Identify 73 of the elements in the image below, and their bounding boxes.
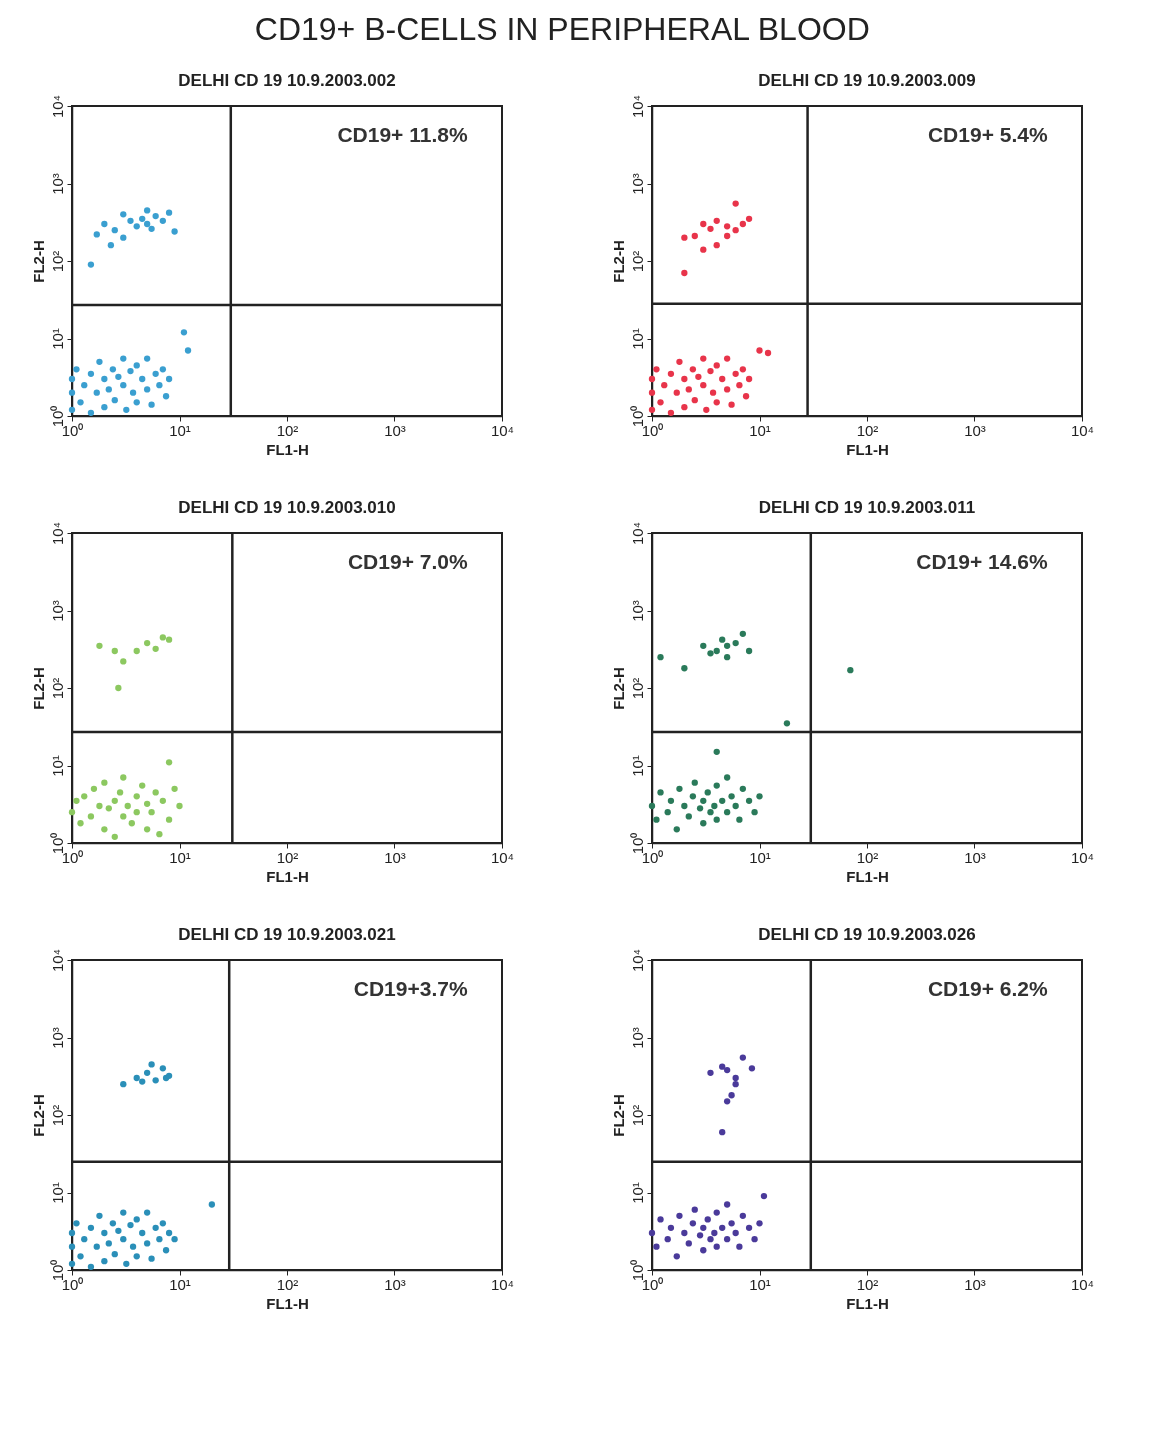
y-tick-label: 10¹ xyxy=(628,1182,646,1204)
y-tick-label: 10³ xyxy=(628,600,646,622)
chart-title: DELHI CD 19 10.9.2003.026 xyxy=(758,925,976,945)
chart-title: DELHI CD 19 10.9.2003.021 xyxy=(178,925,396,945)
x-tick-label: 10⁴ xyxy=(490,421,515,439)
y-tick-label: 10⁴ xyxy=(48,521,66,546)
y-axis-title: FL2-H xyxy=(609,667,627,710)
text: CD19+ B-CELLS IN PERIPHERAL BLOOD xyxy=(254,11,870,48)
y-tick-label: 10³ xyxy=(628,1027,646,1049)
x-tick-label: 10¹ xyxy=(749,421,771,439)
chart-title: DELHI CD 19 10.9.2003.010 xyxy=(178,498,396,518)
x-tick-label: 10⁴ xyxy=(1070,421,1095,439)
x-axis-title: FL1-H xyxy=(266,440,309,458)
y-tick-label: 10¹ xyxy=(48,1182,66,1204)
y-tick-label: 10³ xyxy=(48,600,66,622)
x-tick-label: 10⁴ xyxy=(490,1275,515,1293)
y-tick-label: 10¹ xyxy=(48,755,66,777)
y-tick-label: 10³ xyxy=(628,173,646,195)
x-axis-title: FL1-H xyxy=(846,867,889,885)
x-tick-label: 10³ xyxy=(964,421,986,439)
y-tick-label: 10¹ xyxy=(628,328,646,350)
x-tick-label: 10⁴ xyxy=(490,848,515,866)
annotation: CD19+ 5.4% xyxy=(927,123,1048,146)
y-tick-label: 10⁴ xyxy=(48,94,66,119)
annotation: CD19+ 11.8% xyxy=(337,123,468,146)
y-axis-title: FL2-H xyxy=(29,240,47,283)
x-axis-title: FL1-H xyxy=(846,440,889,458)
y-tick-label: 10² xyxy=(48,250,66,273)
y-tick-label: 10⁴ xyxy=(628,948,646,973)
x-tick-label: 10³ xyxy=(964,1275,986,1293)
y-axis-title: FL2-H xyxy=(609,1094,627,1137)
y-tick-label: 10² xyxy=(48,677,66,700)
x-axis-title: FL1-H xyxy=(846,1294,889,1312)
x-tick-label: 10¹ xyxy=(169,848,191,866)
x-tick-label: 10² xyxy=(276,1275,299,1293)
x-tick-label: 10² xyxy=(856,421,879,439)
x-tick-label: 10¹ xyxy=(169,421,191,439)
y-tick-label: 10⁴ xyxy=(628,521,646,546)
y-axis-title: FL2-H xyxy=(29,1094,47,1137)
x-tick-label: 10³ xyxy=(964,848,986,866)
x-tick-label: 10⁴ xyxy=(1070,1275,1095,1293)
x-tick-label: 10³ xyxy=(384,848,406,866)
x-tick-label: 10² xyxy=(856,848,879,866)
x-tick-label: 10¹ xyxy=(749,1275,771,1293)
x-tick-label: 10¹ xyxy=(169,1275,191,1293)
x-tick-label: 10⁴ xyxy=(1070,848,1095,866)
x-tick-label: 10² xyxy=(856,1275,879,1293)
y-tick-label: 10² xyxy=(628,250,646,273)
x-tick-label: 10³ xyxy=(384,1275,406,1293)
y-tick-label: 10⁴ xyxy=(48,948,66,973)
y-tick-label: 10² xyxy=(628,677,646,700)
x-tick-label: 10² xyxy=(276,421,299,439)
x-tick-label: 10² xyxy=(276,848,299,866)
y-axis-title: FL2-H xyxy=(609,240,627,283)
y-tick-label: 10¹ xyxy=(628,755,646,777)
y-axis-title: FL2-H xyxy=(29,667,47,710)
x-tick-label: 10³ xyxy=(384,421,406,439)
x-tick-label: 10¹ xyxy=(749,848,771,866)
annotation: CD19+ 14.6% xyxy=(916,550,1048,573)
x-axis-title: FL1-H xyxy=(266,867,309,885)
x-axis-title: FL1-H xyxy=(266,1294,309,1312)
y-tick-label: 10¹ xyxy=(48,328,66,350)
y-tick-label: 10³ xyxy=(48,1027,66,1049)
y-tick-label: 10² xyxy=(628,1104,646,1127)
chart-title: DELHI CD 19 10.9.2003.002 xyxy=(178,71,396,91)
chart-title: DELHI CD 19 10.9.2003.011 xyxy=(758,498,976,518)
annotation: CD19+3.7% xyxy=(353,977,468,1000)
y-tick-label: 10³ xyxy=(48,173,66,195)
y-tick-label: 10⁴ xyxy=(628,94,646,119)
annotation: CD19+ 7.0% xyxy=(347,550,468,573)
annotation: CD19+ 6.2% xyxy=(927,977,1048,1000)
chart-title: DELHI CD 19 10.9.2003.009 xyxy=(758,71,976,91)
y-tick-label: 10² xyxy=(48,1104,66,1127)
